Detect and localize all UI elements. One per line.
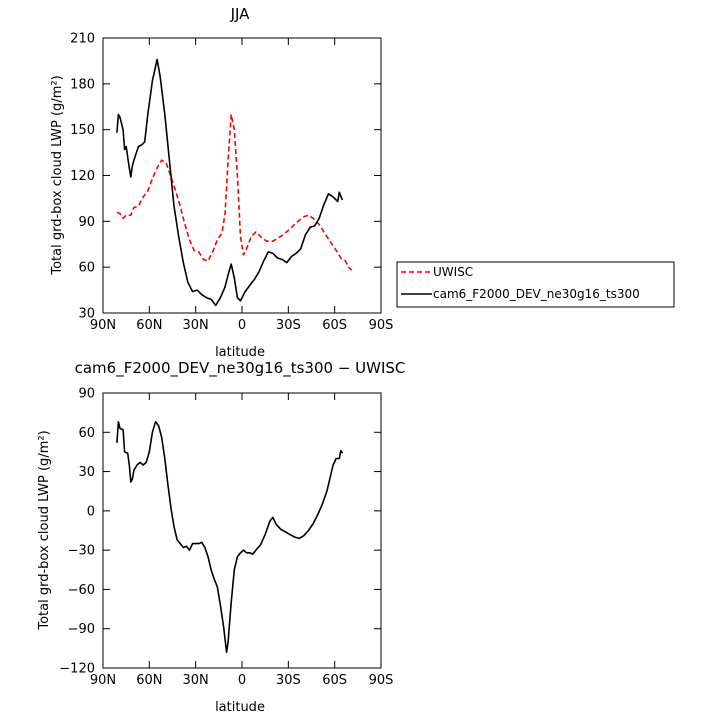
x-tick-label: 30N: [183, 673, 209, 688]
series-line-1-0: [116, 420, 344, 654]
top-panel: JJA 90N 60N 30N 0 30S 60S 90S 30 60 90 120 150 180 21…: [50, 5, 675, 360]
bottom-panel: cam6_F2000_DEV_ne30g16_ts300 − UWISC 90N…: [37, 359, 405, 715]
legend-uwisc-label: UWISC: [433, 265, 473, 279]
y-tick-label: 60: [78, 261, 95, 276]
y-tick-label: 0: [87, 504, 95, 519]
series-line-0-1: [116, 58, 344, 307]
x-tick-label: 60S: [322, 673, 347, 688]
y-tick-label: 90: [78, 215, 95, 230]
x-tick-label: 60N: [136, 318, 162, 333]
top-x-axis-title: latitude: [215, 345, 265, 360]
series-line-0-0: [116, 113, 353, 271]
y-tick-label: 150: [70, 123, 95, 138]
y-tick-label: −90: [68, 622, 95, 637]
legend: UWISC cam6_F2000_DEV_ne30g16_ts300: [396, 261, 675, 308]
y-tick-label: −30: [68, 544, 95, 559]
x-tick-label: 0: [238, 318, 246, 333]
x-tick-label: 90S: [369, 318, 394, 333]
x-tick-label: 90N: [90, 318, 116, 333]
y-tick-label: 120: [70, 169, 95, 184]
legend-box: [396, 261, 675, 308]
x-tick-label: 60N: [136, 673, 162, 688]
x-tick-label: 0: [238, 673, 246, 688]
top-y-axis-title: Total grd-box cloud LWP (g/m²): [50, 75, 65, 275]
x-tick-label: 30S: [276, 318, 301, 333]
x-tick-label: 60S: [322, 318, 347, 333]
y-tick-label: 30: [78, 307, 95, 322]
y-tick-label: 180: [70, 77, 95, 92]
bottom-y-axis-title: Total grd-box cloud LWP (g/m²): [37, 430, 52, 630]
y-tick-label: 60: [78, 426, 95, 441]
top-chart-title: JJA: [230, 5, 251, 23]
x-tick-label: 30S: [276, 673, 301, 688]
y-tick-label: 90: [78, 387, 95, 402]
y-tick-label: 210: [70, 32, 95, 47]
y-tick-label: −60: [68, 583, 95, 598]
y-tick-label: 30: [78, 465, 95, 480]
legend-cam6-label: cam6_F2000_DEV_ne30g16_ts300: [433, 287, 640, 301]
bottom-x-axis-title: latitude: [215, 700, 265, 715]
y-tick-label: −120: [59, 662, 95, 677]
top-plot-frame: [102, 37, 382, 314]
bottom-plot-frame: [102, 392, 382, 669]
bottom-chart-title: cam6_F2000_DEV_ne30g16_ts300 − UWISC: [75, 359, 406, 378]
x-tick-label: 90S: [369, 673, 394, 688]
x-tick-label: 90N: [90, 673, 116, 688]
x-tick-label: 30N: [183, 318, 209, 333]
